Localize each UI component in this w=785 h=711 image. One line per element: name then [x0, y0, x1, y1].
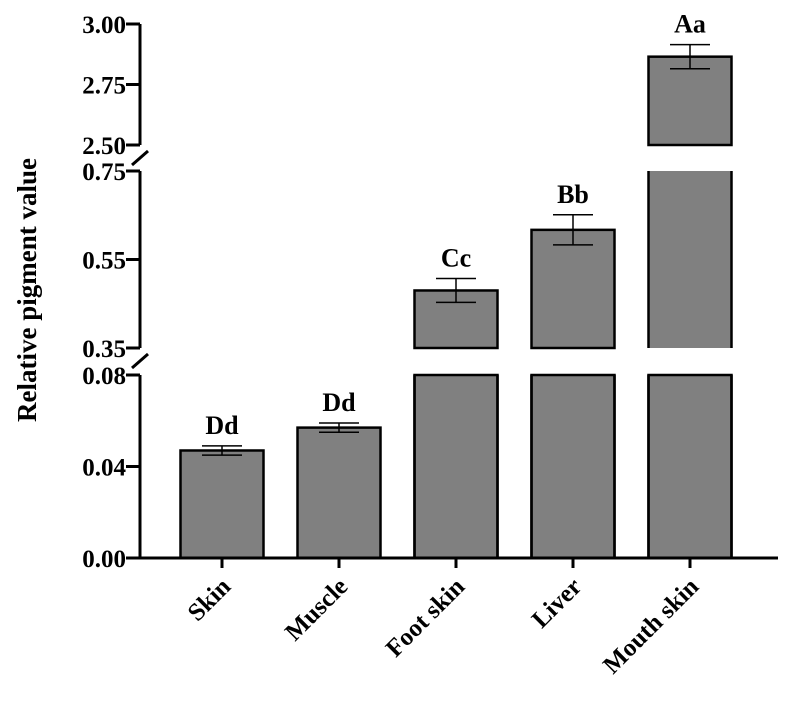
bar-liver [530, 228, 616, 350]
significance-labels: Dd Dd Cc Bb Aa [205, 10, 706, 440]
y-tick-label: 0.00 [82, 546, 126, 573]
y-tick-label: 3.00 [82, 12, 126, 39]
y-axis-label: Relative pigment value [12, 158, 42, 422]
bar-foot-skin [413, 289, 499, 350]
significance-label: Dd [205, 411, 239, 440]
y-tick-label: 2.75 [82, 73, 126, 100]
axis-break-mark [131, 352, 149, 370]
bar-mouth-skin [648, 171, 732, 348]
y-tick-label: 0.55 [82, 248, 126, 275]
category-label: Foot skin [381, 573, 470, 662]
y-tick-label: 0.04 [82, 455, 126, 482]
significance-label: Bb [557, 180, 589, 209]
y-tick-label: 0.35 [82, 336, 126, 363]
bar-mouth-skin [647, 373, 733, 560]
error-bars [202, 43, 710, 456]
bar-mouth-skin [647, 55, 733, 147]
bar-foot-skin [413, 373, 499, 560]
significance-label: Aa [674, 10, 706, 39]
bar-skin [179, 449, 265, 560]
category-label: Muscle [280, 573, 353, 646]
bars [179, 55, 733, 560]
y-axis: 0.00 0.04 0.080.35 0.55 0.752.50 2.75 3.00 [82, 12, 149, 573]
category-labels: Skin Muscle Foot skin Liver Mouth skin [183, 573, 705, 679]
y-tick-label: 0.08 [82, 363, 126, 390]
category-label: Mouth skin [598, 573, 704, 679]
y-tick-label: 0.75 [82, 159, 126, 186]
category-label: Liver [527, 573, 587, 633]
category-label: Skin [183, 573, 237, 627]
significance-label: Dd [322, 388, 356, 417]
bar-liver [530, 373, 616, 560]
significance-label: Cc [441, 244, 471, 273]
bar-muscle [296, 426, 382, 560]
y-tick-label: 2.50 [82, 133, 126, 160]
x-axis [138, 556, 778, 568]
axis-break-mark [131, 149, 149, 167]
